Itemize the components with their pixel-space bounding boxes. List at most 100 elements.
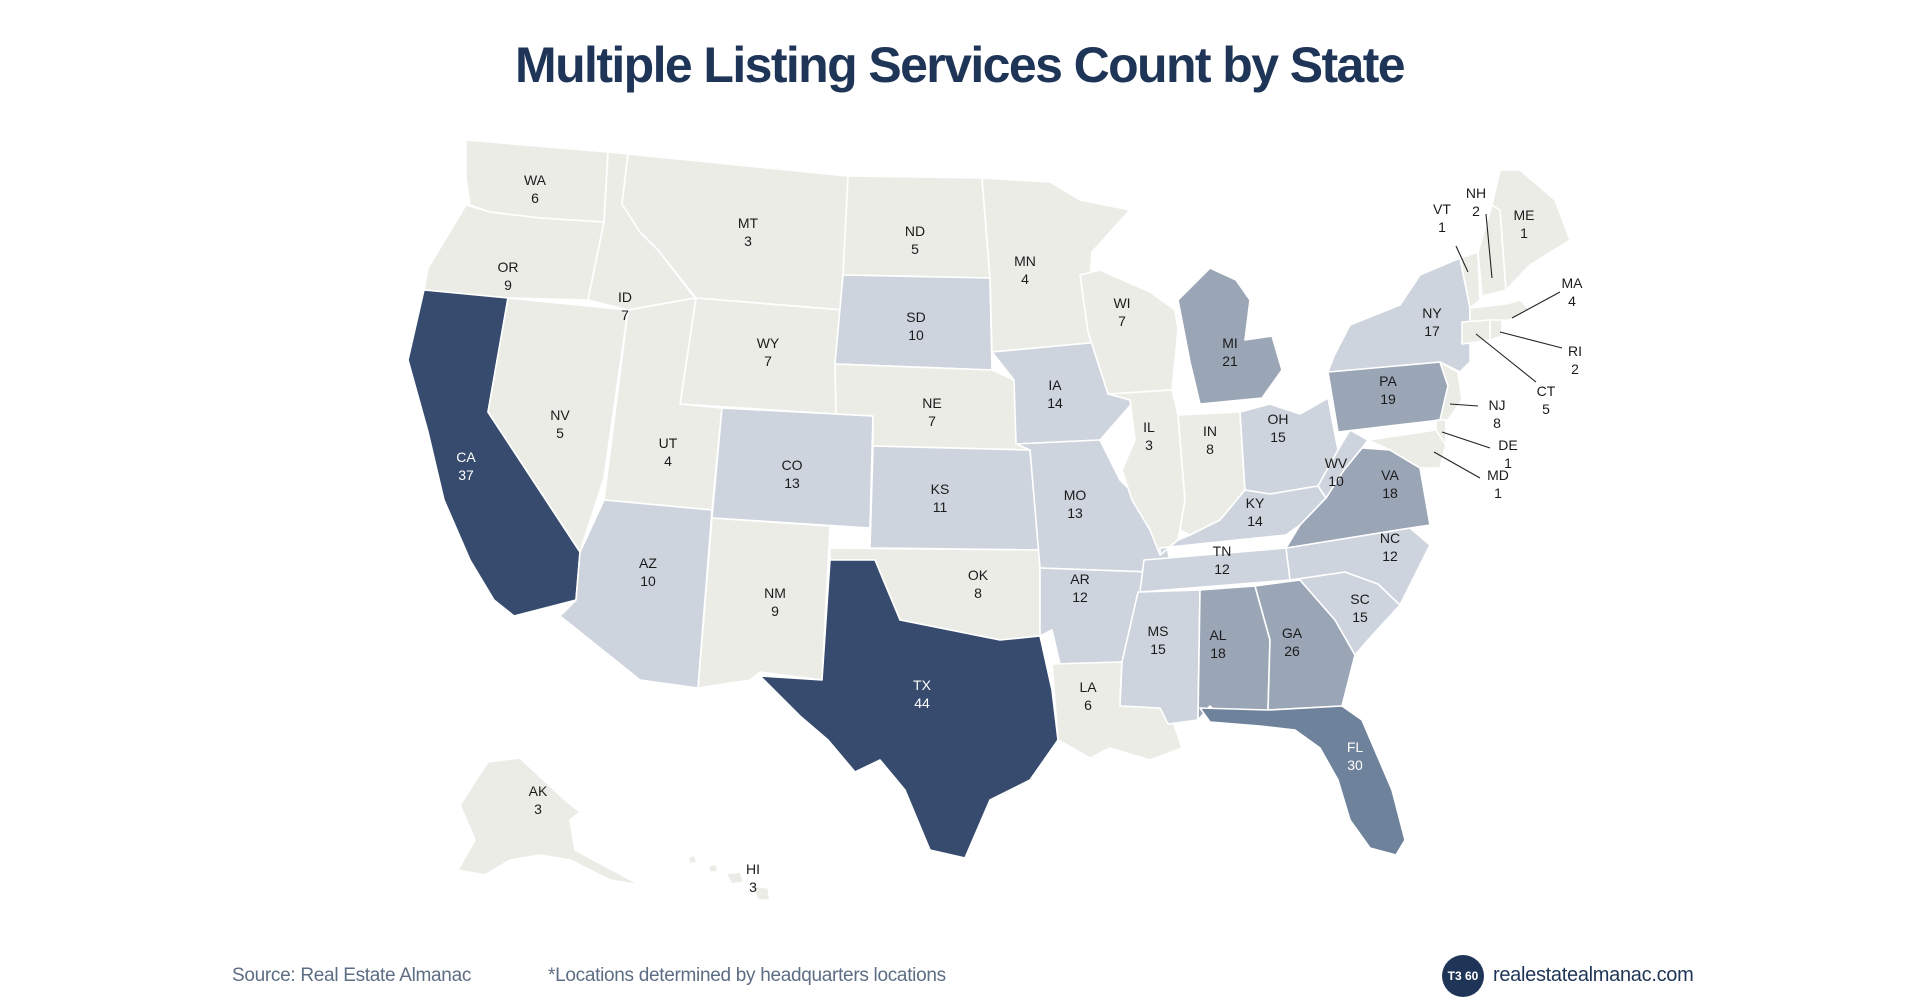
state-label-mt: MT 3 — [738, 215, 759, 249]
state-count: 21 — [1222, 353, 1238, 369]
state-label-ky: KY 14 — [1246, 495, 1265, 529]
state-wv[interactable] — [1317, 429, 1369, 499]
state-label-hi: HI 3 — [746, 861, 760, 895]
leader-line-de — [1441, 431, 1491, 449]
state-labels: WA6OR9CA37NV5ID7MT3WY7UT4AZ10CO13NM9ND5S… — [456, 172, 1583, 895]
state-abbr: NY — [1422, 305, 1442, 321]
state-al[interactable] — [1197, 585, 1271, 721]
state-label-vt: VT 1 — [1433, 201, 1451, 235]
state-abbr: AK — [529, 783, 548, 799]
state-count: 4 — [1568, 293, 1576, 309]
state-shapes — [407, 139, 1571, 901]
state-label-md: MD 1 — [1487, 467, 1509, 501]
state-abbr: TN — [1213, 543, 1232, 559]
state-abbr: KY — [1246, 495, 1265, 511]
state-abbr: IN — [1203, 423, 1217, 439]
state-count: 5 — [556, 425, 564, 441]
state-ma[interactable] — [1469, 299, 1531, 323]
state-label-me: ME 1 — [1514, 207, 1535, 241]
state-ak[interactable] — [457, 757, 641, 886]
state-abbr: WI — [1113, 295, 1130, 311]
state-count: 12 — [1072, 589, 1088, 605]
state-abbr: MI — [1222, 335, 1238, 351]
state-abbr: MO — [1064, 487, 1087, 503]
state-abbr: ID — [618, 289, 632, 305]
state-tx[interactable] — [759, 559, 1059, 859]
state-nm[interactable] — [697, 517, 831, 689]
state-label-sd: SD 10 — [906, 309, 925, 343]
state-count: 1 — [1438, 219, 1446, 235]
state-count: 2 — [1571, 361, 1579, 377]
state-label-ga: GA 26 — [1282, 625, 1303, 659]
state-count: 3 — [1145, 437, 1153, 453]
state-label-mi: MI 21 — [1222, 335, 1238, 369]
state-label-nh: NH 2 — [1466, 185, 1486, 219]
state-abbr: OR — [498, 259, 519, 275]
state-ks[interactable] — [869, 445, 1041, 551]
state-ny[interactable] — [1327, 257, 1471, 373]
state-nj[interactable] — [1439, 361, 1463, 421]
leader-line-vt — [1455, 245, 1469, 273]
state-label-id: ID 7 — [618, 289, 632, 323]
state-ct[interactable] — [1461, 319, 1491, 345]
state-count: 9 — [771, 603, 779, 619]
state-ri[interactable] — [1489, 319, 1503, 341]
state-count: 8 — [1493, 415, 1501, 431]
state-abbr: DE — [1498, 437, 1517, 453]
state-count: 10 — [1328, 473, 1344, 489]
t360-logo: T3 60 — [1442, 955, 1484, 997]
state-abbr: CT — [1537, 383, 1556, 399]
state-abbr: HI — [746, 861, 760, 877]
state-count: 4 — [664, 453, 672, 469]
state-abbr: TX — [913, 677, 932, 693]
leader-line-nj — [1449, 403, 1479, 407]
state-abbr: MA — [1562, 275, 1584, 291]
source-note: Source: Real Estate Almanac — [232, 965, 472, 986]
state-label-ok: OK 8 — [968, 567, 989, 601]
state-abbr: RI — [1568, 343, 1582, 359]
state-count: 7 — [621, 307, 629, 323]
state-me[interactable] — [1491, 169, 1571, 291]
page-title: Multiple Listing Services Count by State — [515, 37, 1406, 93]
state-label-al: AL 18 — [1209, 627, 1226, 661]
state-count: 10 — [908, 327, 924, 343]
state-count: 7 — [1118, 313, 1126, 329]
state-label-oh: OH 15 — [1268, 411, 1289, 445]
state-wi[interactable] — [1079, 269, 1179, 395]
state-abbr: NC — [1380, 530, 1400, 546]
state-ky[interactable] — [1159, 485, 1327, 556]
state-label-il: IL 3 — [1143, 419, 1155, 453]
state-label-ma: MA 4 — [1562, 275, 1584, 309]
website-link[interactable]: realestatealmanac.com — [1493, 964, 1694, 986]
state-abbr: KS — [931, 481, 950, 497]
state-mi[interactable] — [1177, 267, 1283, 405]
state-count: 18 — [1210, 645, 1226, 661]
state-abbr: WA — [524, 172, 547, 188]
state-abbr: LA — [1079, 679, 1097, 695]
state-abbr: IL — [1143, 419, 1155, 435]
leader-lines — [1433, 213, 1563, 479]
state-label-sc: SC 15 — [1350, 591, 1369, 625]
state-count: 44 — [914, 695, 930, 711]
state-nc[interactable] — [1285, 527, 1431, 606]
state-count: 13 — [784, 475, 800, 491]
state-fl[interactable] — [1199, 705, 1406, 856]
state-hi[interactable] — [687, 854, 771, 901]
state-abbr: SC — [1350, 591, 1369, 607]
state-label-de: DE 1 — [1498, 437, 1517, 471]
state-il[interactable] — [1107, 389, 1186, 556]
state-label-ut: UT 4 — [659, 435, 678, 469]
state-count: 12 — [1382, 548, 1398, 564]
leader-line-ct — [1475, 333, 1537, 383]
state-abbr: ME — [1514, 207, 1535, 223]
state-abbr: CO — [782, 457, 803, 473]
state-abbr: SD — [906, 309, 925, 325]
state-wy[interactable] — [679, 297, 844, 415]
state-md[interactable] — [1367, 429, 1447, 469]
state-abbr: MT — [738, 215, 759, 231]
state-label-va: VA 18 — [1381, 467, 1399, 501]
state-nv[interactable] — [487, 297, 629, 553]
state-count: 2 — [1472, 203, 1480, 219]
state-label-ak: AK 3 — [529, 783, 548, 817]
